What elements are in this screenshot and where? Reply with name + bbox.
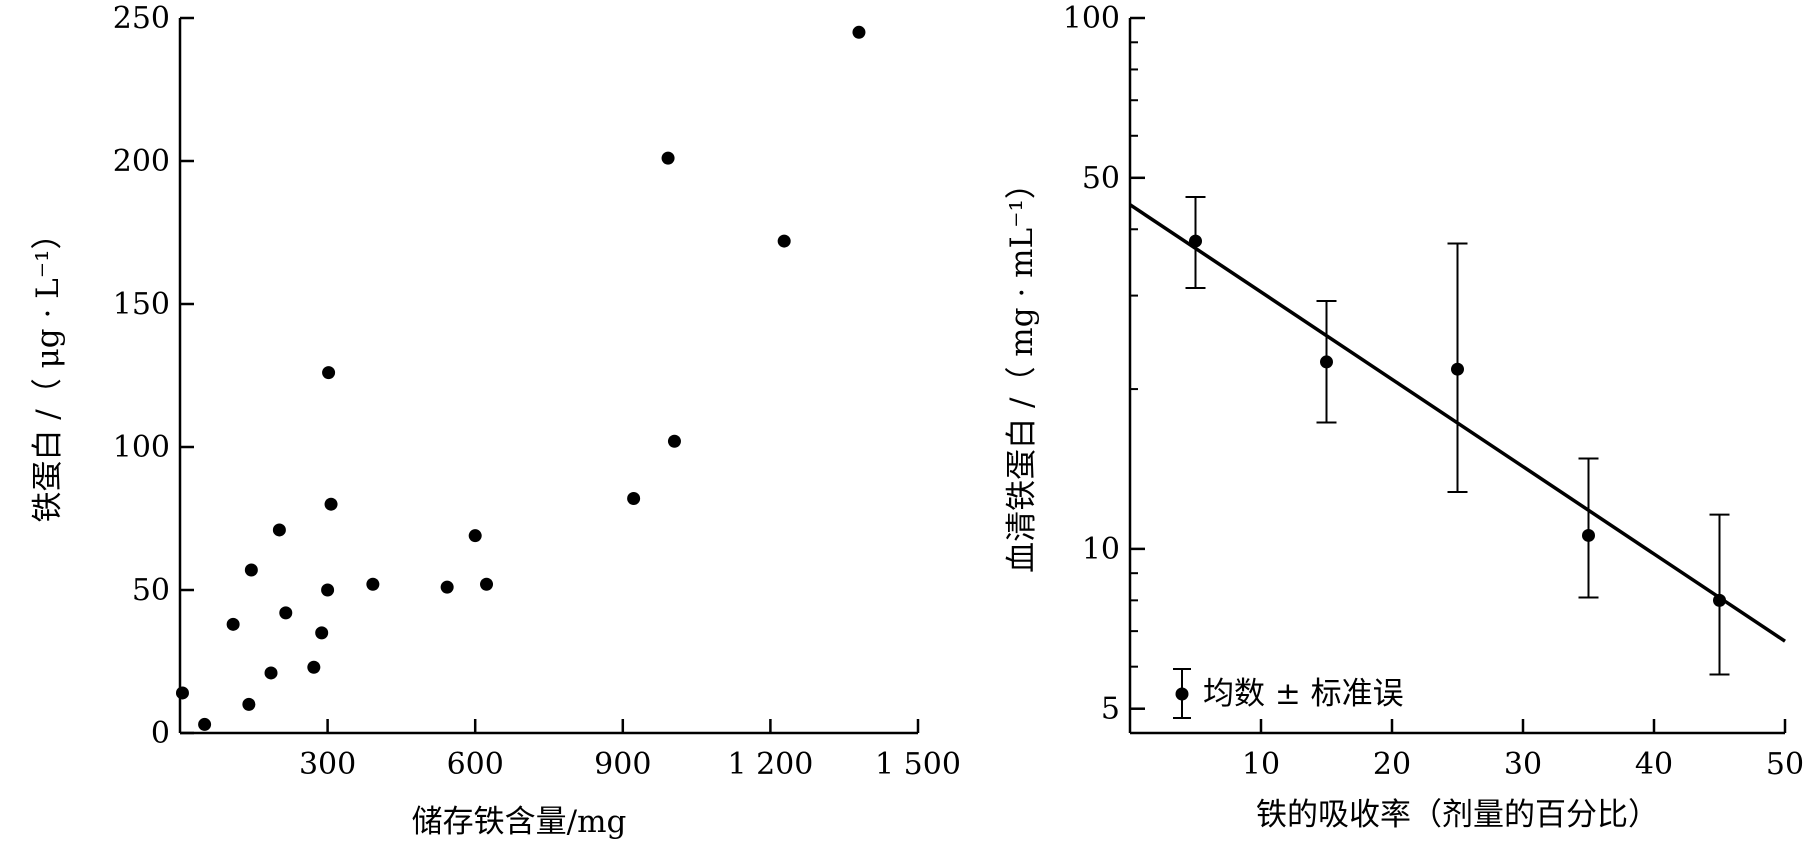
right-x-tick-label: 30 [1504,747,1542,782]
left-y-ticks: 0 50 100 150 200 250 [113,1,194,751]
left-data-point [440,580,454,594]
legend-marker [1175,687,1189,701]
left-x-tick-label: 1 200 [727,747,813,782]
left-scatter-panel: 300 600 900 1 200 1 500 0 50 100 150 200 250 储存铁含… [30,1,961,840]
right-legend: 均数 ± 标准误 [1173,668,1404,719]
left-data-point [324,497,338,511]
left-data-point [272,523,286,537]
right-x-tick-label: 10 [1242,747,1280,782]
left-y-tick-label: 50 [132,573,170,608]
left-x-tick-label: 300 [299,747,356,782]
right-x-axis-label: 铁的吸收率（剂量的百分比） [1256,797,1659,833]
left-x-ticks: 300 600 900 1 200 1 500 [299,719,961,782]
right-data-point-group [1709,513,1730,676]
right-data-point [1451,362,1464,376]
right-data-point-group [1185,196,1206,290]
left-data-point [198,717,212,731]
left-data-point [661,151,675,165]
right-x-ticks: 10 20 30 40 50 [1242,719,1804,782]
right-x-tick-label: 40 [1635,747,1673,782]
left-data-point [244,563,258,577]
left-data-point [468,529,482,543]
left-data-point [366,577,380,591]
left-data-point [226,617,240,631]
left-data-points [175,25,866,731]
right-y-tick-label: 100 [1063,1,1120,36]
left-y-tick-label: 250 [113,1,170,36]
right-data-point [1189,234,1202,248]
right-data-points [1185,196,1730,676]
left-y-tick-label: 100 [113,430,170,465]
right-x-tick-label: 50 [1766,747,1804,782]
right-data-point [1713,593,1726,607]
left-data-point [242,697,256,711]
right-data-point [1320,355,1333,369]
right-y-axis-label: 血清铁蛋白 /（ mg · mL⁻¹） [1004,168,1040,573]
left-data-point [667,434,681,448]
right-y-tick-label: 50 [1082,161,1120,196]
legend-label: 均数 ± 标准误 [1203,676,1404,712]
right-y-ticks: 5 10 50 100 [1063,1,1145,727]
right-data-point-group [1447,242,1468,493]
left-data-point [264,666,278,680]
left-x-tick-label: 900 [594,747,651,782]
left-data-point [627,491,641,505]
left-data-point [322,366,336,380]
right-scatter-panel: 10 20 30 40 50 5 10 50 100 均数 ± 标准误 铁的吸收率（剂量的百分… [1004,1,1804,833]
right-data-point [1582,528,1595,542]
left-y-tick-label: 0 [151,716,170,751]
left-data-point [175,686,189,700]
right-y-tick-label: 5 [1101,692,1120,727]
left-x-tick-label: 1 500 [875,747,961,782]
left-y-axis-label: 铁蛋白 /（ μg · L⁻¹） [30,218,66,522]
right-x-tick-label: 20 [1373,747,1411,782]
left-data-point [315,626,329,640]
left-y-tick-label: 150 [113,287,170,322]
left-y-tick-label: 200 [113,144,170,179]
left-data-point [852,25,866,39]
right-data-point-group [1316,300,1337,424]
left-data-point [279,606,293,620]
left-data-point [777,234,791,248]
right-y-tick-label: 10 [1082,532,1120,567]
left-data-point [321,583,335,597]
left-data-point [307,660,321,674]
left-data-point [480,577,494,591]
left-x-axis-label: 储存铁含量/mg [412,804,627,840]
left-x-tick-label: 600 [447,747,504,782]
right-data-point-group [1578,457,1599,599]
